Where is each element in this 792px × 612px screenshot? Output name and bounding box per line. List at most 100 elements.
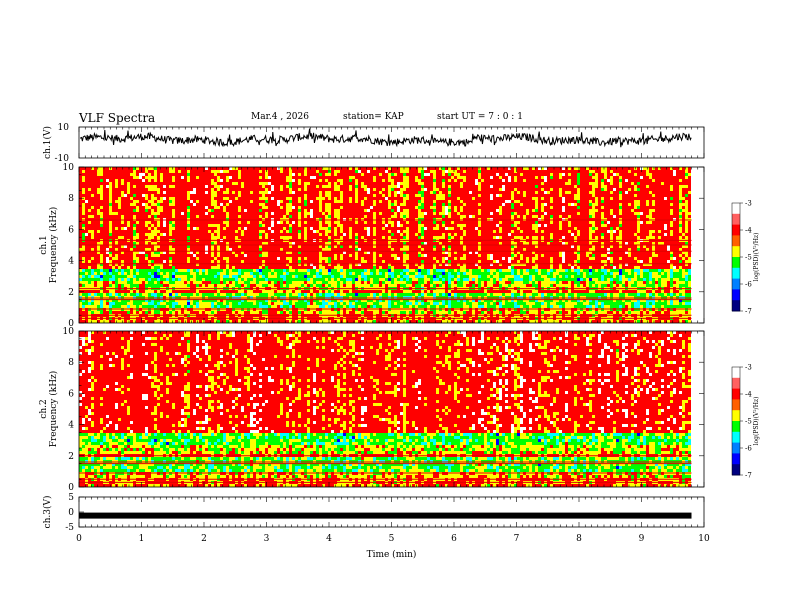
spectrogram-cell	[154, 224, 157, 227]
spectrogram-cell	[412, 194, 415, 197]
spectrogram-cell	[142, 170, 145, 173]
spectrogram-cell	[553, 182, 556, 185]
spectrogram-cell	[352, 191, 355, 194]
spectrogram-cell	[625, 218, 628, 221]
spectrogram-cell	[88, 194, 91, 197]
spectrogram-cell	[202, 206, 205, 209]
spectrogram-cell	[217, 236, 220, 239]
spectrogram-cell	[271, 173, 274, 176]
spectrogram-cell	[79, 221, 82, 224]
spectrogram-cell	[685, 209, 688, 212]
spectrogram-cell	[637, 233, 640, 236]
spectrogram-cell	[94, 203, 97, 206]
spectrogram-cell	[268, 224, 271, 227]
spectrogram-cell	[277, 200, 280, 203]
spectrogram-cell	[241, 218, 244, 221]
spectrogram-cell	[460, 176, 463, 179]
spectrogram-cell	[655, 197, 658, 200]
spectrogram-cell	[475, 230, 478, 233]
spectrogram-cell	[172, 227, 175, 230]
spectrogram-cell	[664, 167, 667, 170]
spectrogram-cell	[442, 230, 445, 233]
spectrogram-cell	[505, 209, 508, 212]
spectrogram-cell	[511, 167, 514, 170]
spectrogram-cell	[466, 185, 469, 188]
spectrogram-cell	[415, 209, 418, 212]
spectrogram-cell	[556, 176, 559, 179]
spectrogram-cell	[343, 230, 346, 233]
spectrogram-cell	[286, 230, 289, 233]
spectrogram-cell	[154, 230, 157, 233]
spectrogram-cell	[517, 197, 520, 200]
spectrogram-cell	[616, 221, 619, 224]
spectrogram-cell	[619, 194, 622, 197]
spectrogram-cell	[331, 179, 334, 182]
spectrogram-cell	[391, 197, 394, 200]
spectrogram-cell	[274, 221, 277, 224]
spectrogram-cell	[91, 215, 94, 218]
spectrogram-cell	[616, 218, 619, 221]
spectrogram-cell	[178, 167, 181, 170]
spectrogram-cell	[322, 224, 325, 227]
spectrogram-cell	[625, 212, 628, 215]
spectrogram-cell	[574, 224, 577, 227]
spectrogram-cell	[547, 221, 550, 224]
spectrogram-cell	[424, 182, 427, 185]
spectrogram-cell	[241, 233, 244, 236]
spectrogram-cell	[496, 182, 499, 185]
spectrogram-cell	[331, 206, 334, 209]
spectrogram-cell	[376, 206, 379, 209]
spectrogram-cell	[640, 206, 643, 209]
spectrogram-cell	[433, 167, 436, 170]
spectrogram-cell	[631, 224, 634, 227]
spectrogram-cell	[184, 212, 187, 215]
spectrogram-cell	[310, 179, 313, 182]
spectrogram-cell	[106, 203, 109, 206]
spectrogram-cell	[169, 215, 172, 218]
spectrogram-cell	[217, 167, 220, 170]
spectrogram-cell	[223, 236, 226, 239]
spectrogram-cell	[505, 197, 508, 200]
spectrogram-cell	[682, 203, 685, 206]
spectrogram-cell	[664, 224, 667, 227]
spectrogram-cell	[232, 221, 235, 224]
spectrogram-cell	[109, 191, 112, 194]
spectrogram-cell	[445, 230, 448, 233]
spectrogram-cell	[556, 173, 559, 176]
spectrogram-cell	[628, 209, 631, 212]
spectrogram-cell	[370, 230, 373, 233]
spectrogram-cell	[133, 176, 136, 179]
spectrogram-cell	[457, 188, 460, 191]
spectrogram-cell	[349, 212, 352, 215]
spectrogram-cell	[442, 194, 445, 197]
spectrogram-cell	[487, 200, 490, 203]
spectrogram-cell	[646, 200, 649, 203]
spectrogram-cell	[559, 194, 562, 197]
spectrogram-cell	[406, 218, 409, 221]
spectrogram-cell	[553, 230, 556, 233]
spectrogram-cell	[550, 215, 553, 218]
spectrogram-cell	[541, 221, 544, 224]
spectrogram-cell	[505, 182, 508, 185]
spectrogram-cell	[385, 230, 388, 233]
spectrogram-cell	[424, 176, 427, 179]
spectrogram-cell	[79, 215, 82, 218]
spectrogram-cell	[376, 170, 379, 173]
spectrogram-cell	[562, 197, 565, 200]
spectrogram-cell	[277, 191, 280, 194]
spectrogram-cell	[547, 209, 550, 212]
spectrogram-cell	[544, 215, 547, 218]
spectrogram-cell	[283, 221, 286, 224]
spectrogram-cell	[523, 212, 526, 215]
spectrogram-cell	[199, 236, 202, 239]
spectrogram-cell	[235, 170, 238, 173]
spectrogram-cell	[508, 176, 511, 179]
spectrogram-cell	[247, 209, 250, 212]
spectrogram-cell	[388, 200, 391, 203]
spectrogram-cell	[343, 197, 346, 200]
spectrogram-cell	[574, 194, 577, 197]
spectrogram-cell	[274, 209, 277, 212]
spectrogram-cell	[268, 200, 271, 203]
spectrogram-cell	[106, 176, 109, 179]
spectrogram-cell	[547, 188, 550, 191]
